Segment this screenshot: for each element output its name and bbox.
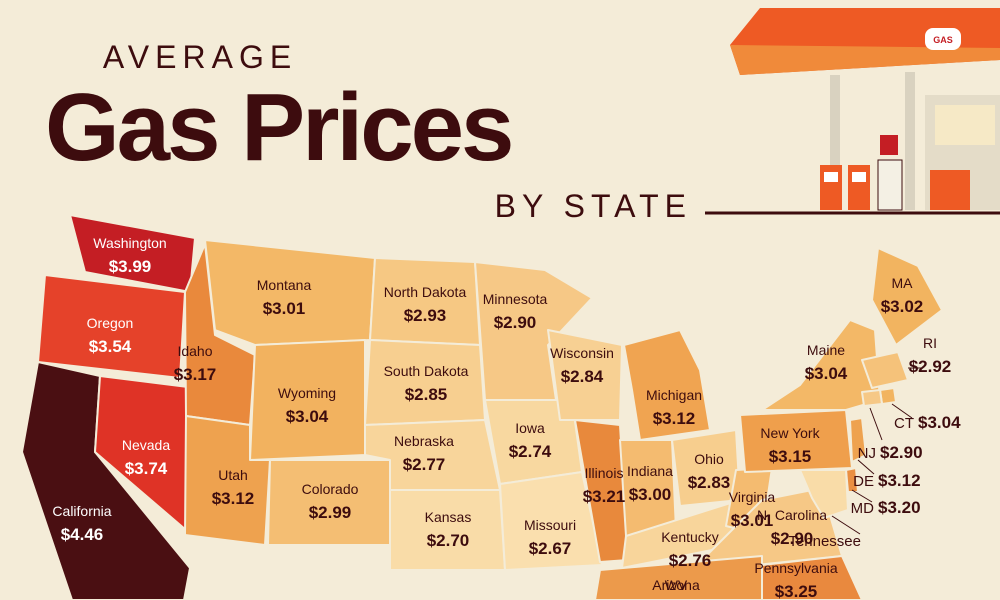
state-shape	[761, 319, 881, 411]
state-name: Utah	[218, 467, 248, 483]
state-name: MA	[892, 275, 914, 291]
state-name: Colorado	[302, 481, 359, 497]
leader-line	[857, 459, 875, 475]
state-name: Kentucky	[661, 529, 719, 545]
state-name: Pennsylvania	[754, 560, 837, 576]
state-shape	[861, 389, 883, 407]
state-name: Missouri	[524, 517, 576, 533]
state-price: $3.21	[583, 487, 626, 506]
state-name: Iowa	[515, 420, 545, 436]
state-name: RI	[923, 335, 937, 351]
state-shape	[861, 351, 909, 389]
state-name: Idaho	[177, 343, 212, 359]
state-name: Wisconsin	[550, 345, 614, 361]
state-name: Washington	[93, 235, 166, 251]
state-price: $2.90	[494, 313, 537, 332]
state-price: $3.99	[109, 257, 152, 276]
state-name: Nebraska	[394, 433, 454, 449]
state-name: California	[52, 503, 111, 519]
state-price: $3.12	[878, 471, 921, 490]
state-price: $2.90	[880, 443, 923, 462]
state-name: Arizona	[652, 577, 700, 593]
state-price: $3.04	[805, 364, 848, 383]
state-price: $3.20	[878, 498, 921, 517]
state-name: Illinois	[585, 465, 624, 481]
state-price: $2.76	[669, 551, 712, 570]
state-name: N. Carolina	[757, 507, 827, 523]
state-price: $2.99	[309, 503, 352, 522]
map: Washington $3.99 Oregon $3.54 California $4.4…	[21, 214, 961, 600]
state-price: $3.00	[629, 485, 672, 504]
leader-line	[831, 515, 861, 535]
state-price: $2.90	[771, 529, 814, 548]
state-price: $3.02	[881, 297, 924, 316]
state-shape	[499, 471, 603, 571]
header-post: BY STATE	[495, 188, 692, 224]
state-price: $3.12	[653, 409, 696, 428]
state-shape	[37, 274, 186, 379]
state-shape	[623, 329, 711, 441]
state-name: DE	[853, 473, 874, 490]
state-name: NJ	[858, 445, 876, 462]
state-shape	[389, 489, 506, 571]
gas-station-illustration: GAS	[700, 8, 1000, 226]
state-price: $3.01	[263, 299, 306, 318]
state-name: South Dakota	[384, 363, 469, 379]
state-price: $2.93	[404, 306, 447, 325]
state-name: Oregon	[87, 315, 134, 331]
leader-line	[869, 407, 883, 441]
state-name: Indiana	[627, 463, 673, 479]
state-price: $2.83	[688, 473, 731, 492]
header-title: Gas Prices	[45, 74, 511, 181]
state-name: MD	[851, 500, 874, 517]
state-price: $2.77	[403, 455, 446, 474]
state-price: $3.17	[174, 365, 217, 384]
state-shape	[871, 247, 943, 346]
state-shape	[799, 469, 849, 519]
state-price: $3.01	[731, 511, 774, 530]
state-name: Wyoming	[278, 385, 336, 401]
state-name: Montana	[257, 277, 312, 293]
leader-line	[851, 489, 873, 503]
state-name: Tennessee	[788, 533, 861, 550]
state-price: $2.74	[509, 442, 552, 461]
state-shape	[547, 329, 623, 421]
state-price: $3.74	[125, 459, 168, 478]
state-shape	[369, 257, 481, 346]
state-name: Kansas	[425, 509, 472, 525]
state-name: WV	[665, 577, 688, 593]
svg-text:GAS: GAS	[933, 35, 953, 45]
state-price: $2.67	[529, 539, 572, 558]
state-name: Michigan	[646, 387, 702, 403]
state-name: Virginia	[729, 489, 776, 505]
state-shape	[364, 339, 486, 426]
state-price: $2.84	[561, 367, 604, 386]
state-price: $2.92	[909, 357, 952, 376]
state-name: North Dakota	[384, 284, 467, 300]
state-price: $3.25	[775, 582, 818, 600]
state-name: New York	[760, 425, 820, 441]
state-price: $3.12	[212, 489, 255, 508]
state-price: $3.15	[769, 447, 812, 466]
state-shape	[594, 555, 763, 600]
state-name: Ohio	[694, 451, 724, 467]
state-name: Minnesota	[483, 291, 548, 307]
state-shape	[849, 417, 867, 463]
leader-line	[891, 403, 913, 419]
state-name: Nevada	[122, 437, 170, 453]
header-pre: AVERAGE	[103, 39, 297, 75]
state-price: $4.46	[61, 525, 104, 544]
state-price: $3.04	[918, 413, 961, 432]
state-price: $3.04	[286, 407, 329, 426]
state-price: $2.70	[427, 531, 470, 550]
state-name: Maine	[807, 342, 845, 358]
state-price: $2.85	[405, 385, 448, 404]
state-name: CT	[894, 415, 914, 432]
state-price: $3.54	[89, 337, 132, 356]
